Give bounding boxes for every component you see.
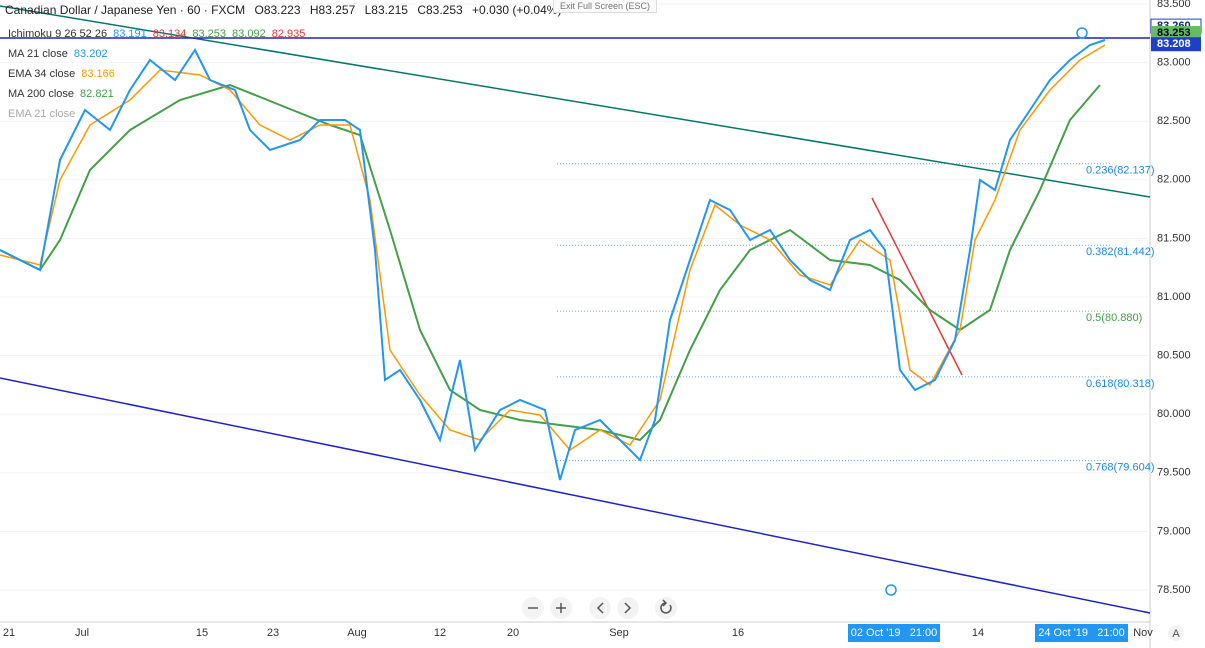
- price-label: 83.000: [1157, 57, 1191, 69]
- time-label: Nov: [1133, 627, 1153, 639]
- indicator-name: MA 200 close: [8, 88, 75, 100]
- time-highlight-label: 24 Oct '19 21:00: [1038, 627, 1125, 639]
- indicator-value: 83.191: [113, 28, 147, 40]
- price-label: 80.500: [1157, 350, 1191, 362]
- zoom-in-button[interactable]: [550, 597, 572, 619]
- indicator-name: Ichimoku 9 26 52 26: [8, 28, 108, 40]
- auto-scale-label: A: [1172, 628, 1180, 640]
- ohlc-high: H83.257: [309, 3, 356, 17]
- time-label: 15: [196, 627, 208, 639]
- indicator-value: 82.935: [271, 28, 306, 40]
- change: +0.030 (+0.04%): [472, 3, 562, 17]
- fib-label: 0.768(79.604): [1086, 462, 1155, 474]
- zoom-out-button[interactable]: [522, 597, 544, 619]
- time-label: Aug: [347, 627, 367, 639]
- auto-scale-button[interactable]: [1168, 625, 1184, 641]
- legend-row: EMA 21 close: [8, 104, 305, 124]
- indicator-name: EMA 34 close: [8, 68, 76, 80]
- indicator-value: 83.092: [232, 28, 266, 40]
- exit-fullscreen-button[interactable]: Exit Full Screen (ESC): [553, 0, 658, 13]
- price-label: 81.000: [1157, 291, 1191, 303]
- time-label: 23: [267, 627, 279, 639]
- indicator-value: 83.202: [73, 48, 108, 60]
- fib-levels: 0.236(82.137) 0.382(81.442) 0.5(80.880) 0.6…: [557, 163, 1155, 474]
- time-highlight: [848, 624, 940, 642]
- marker-circle: [885, 584, 897, 596]
- zoom-controls: [522, 597, 677, 619]
- indicator-value: 83.134: [152, 28, 187, 40]
- price-label: 78.500: [1157, 584, 1191, 596]
- fib-label: 0.382(81.442): [1086, 246, 1155, 258]
- ohlc-open: O83.223: [254, 3, 301, 17]
- price-axis: 83.500 83.000 82.500 82.000 81.500 81.000 80.5…: [1150, 0, 1202, 596]
- price-marker-label: 83.253: [1157, 27, 1191, 39]
- time-axis: 21 Jul 15 23 Aug 12 20 Sep 16 14 Nov 02 Oct '19 21:…: [3, 624, 1184, 642]
- price-label: 79.000: [1157, 525, 1191, 537]
- reset-button[interactable]: [655, 597, 677, 619]
- fib-label: 0.5(80.880): [1086, 312, 1142, 324]
- time-label: 21: [3, 627, 15, 639]
- time-label: Sep: [609, 627, 629, 639]
- indicator-legend: Ichimoku 9 26 52 26 83.191 83.134 83.253 83.…: [8, 24, 305, 124]
- price-marker: [1151, 25, 1201, 40]
- symbol-header: Canadian Dollar / Japanese Yen · 60 · FX…: [5, 3, 567, 17]
- indicator-value: 83.253: [192, 28, 227, 40]
- price-label: 82.000: [1157, 174, 1191, 186]
- trend-line: [871, 197, 963, 376]
- price-label: 79.500: [1157, 467, 1191, 479]
- time-highlight-label: 02 Oct '19 21:00: [851, 627, 938, 639]
- scroll-right-button[interactable]: [617, 597, 639, 619]
- indicator-name: MA 21 close: [8, 48, 68, 60]
- price-marker-label: 83.208: [1157, 38, 1191, 50]
- price-label: 82.500: [1157, 115, 1191, 127]
- time-label: 20: [507, 627, 519, 639]
- time-label: 12: [434, 627, 446, 639]
- time-highlight: [1035, 624, 1128, 642]
- time-label: 14: [972, 627, 984, 639]
- indicator-name: EMA 21 close: [8, 108, 76, 120]
- price-label: 83.500: [1157, 0, 1191, 10]
- price-label: 81.500: [1157, 232, 1191, 244]
- time-label: 16: [732, 627, 744, 639]
- ohlc-low: L83.215: [364, 3, 408, 17]
- price-label: 80.000: [1157, 408, 1191, 420]
- symbol: Canadian Dollar / Japanese Yen · 60 · FX…: [5, 3, 246, 17]
- indicator-value: 83.166: [81, 68, 115, 80]
- price-marker: [1151, 37, 1201, 52]
- time-label: Jul: [75, 627, 89, 639]
- legend-row: MA 21 close 83.202: [8, 44, 305, 64]
- ma-21: [0, 39, 1106, 481]
- legend-row: Ichimoku 9 26 52 26 83.191 83.134 83.253 83.…: [8, 24, 305, 44]
- fib-label: 0.236(82.137): [1086, 165, 1155, 177]
- marker-circle: [1076, 27, 1088, 39]
- legend-row: EMA 34 close 83.166: [8, 64, 305, 84]
- scroll-left-button[interactable]: [589, 597, 611, 619]
- fib-label: 0.618(80.318): [1086, 378, 1155, 390]
- indicator-value: 82.821: [80, 88, 114, 100]
- trend-line: [0, 377, 1151, 614]
- ohlc-close: C83.253: [417, 3, 463, 17]
- legend-row: MA 200 close 82.821: [8, 84, 305, 104]
